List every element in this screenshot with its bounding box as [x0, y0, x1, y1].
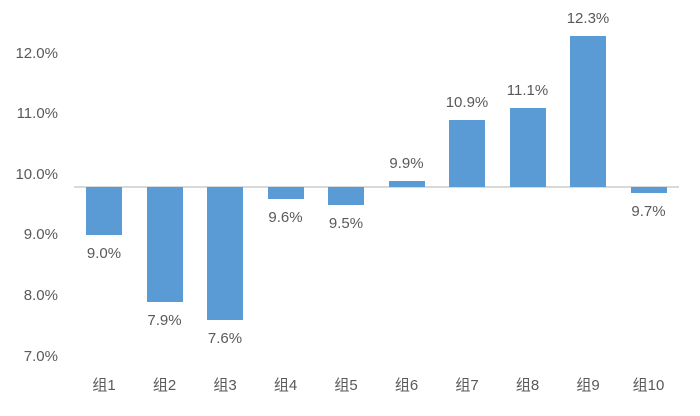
bar-1 — [86, 187, 122, 236]
x-axis-category-label: 组2 — [152, 377, 177, 394]
y-axis-tick-label: 12.0% — [15, 44, 58, 62]
bar-2 — [146, 187, 183, 303]
bar-8 — [509, 108, 546, 187]
x-axis-category-label: 组8 — [515, 377, 540, 394]
data-label: 9.5% — [328, 215, 364, 233]
x-axis-category-label: 组7 — [455, 377, 479, 394]
bar-10 — [630, 187, 667, 194]
x-axis-category-label: 组3 — [213, 377, 237, 394]
data-label: 10.9% — [445, 94, 489, 112]
x-axis-category-label: 组10 — [632, 377, 665, 394]
data-label: 9.7% — [631, 203, 666, 221]
data-label: 11.1% — [506, 82, 549, 100]
y-axis-tick-label: 11.0% — [16, 105, 58, 123]
x-axis-category-label: 组6 — [394, 377, 419, 394]
data-label: 7.9% — [147, 312, 182, 330]
bar-4 — [267, 187, 304, 200]
x-axis-category-label: 组9 — [576, 377, 600, 394]
data-label: 12.3% — [566, 9, 610, 27]
data-label: 9.9% — [389, 154, 424, 172]
x-axis-line — [74, 186, 679, 188]
data-label: 9.0% — [86, 245, 122, 263]
x-axis-category-label: 组4 — [273, 377, 298, 394]
y-axis-tick-label: 10.0% — [15, 165, 58, 183]
bar-9 — [570, 35, 606, 187]
y-axis-tick-label: 7.0% — [23, 347, 58, 365]
bar-6 — [388, 180, 425, 187]
x-axis-category-label: 组5 — [334, 377, 358, 394]
data-label: 9.6% — [268, 209, 303, 227]
bar-7 — [449, 120, 485, 187]
data-label: 7.6% — [207, 330, 243, 348]
y-axis-tick-label: 8.0% — [23, 287, 58, 305]
bar-5 — [328, 187, 364, 206]
y-axis-tick-label: 9.0% — [23, 226, 58, 244]
x-axis-category-label: 组1 — [92, 377, 116, 394]
bar-3 — [207, 187, 243, 321]
